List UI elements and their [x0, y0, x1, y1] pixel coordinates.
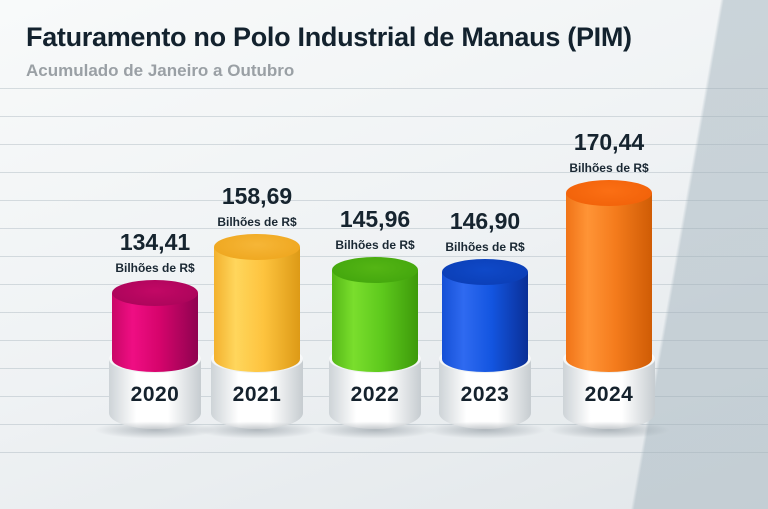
bar-value: 134,41: [119, 229, 191, 255]
pedestal-shadow: [422, 421, 548, 439]
chart-header: Faturamento no Polo Industrial de Manaus…: [26, 22, 632, 81]
chart-title: Faturamento no Polo Industrial de Manaus…: [26, 22, 632, 52]
pedestal-shadow: [92, 421, 218, 439]
bar-value: 146,90: [449, 208, 521, 234]
bar-value: 145,96: [339, 206, 411, 232]
bar-year: 2024: [584, 383, 634, 406]
bar-cylinder: [214, 234, 300, 372]
bar-2021: 158,69 Bilhões de R$ 2021: [194, 183, 320, 439]
chart-subtitle: Acumulado de Janeiro a Outubro: [26, 61, 295, 80]
bar-unit: Bilhões de R$: [217, 215, 297, 229]
bar-2024: 170,44 Bilhões de R$ 2024: [546, 129, 672, 439]
bar-label-group: 145,96 Bilhões de R$: [335, 206, 414, 252]
bar-2023: 146,90 Bilhões de R$ 2023: [422, 208, 548, 439]
bar-unit: Bilhões de R$: [445, 240, 525, 254]
bar-year: 2020: [130, 383, 180, 406]
cylinder-top-ellipse: [442, 259, 528, 285]
bar-unit: Bilhões de R$: [569, 161, 649, 175]
cylinder-top-ellipse: [112, 280, 198, 306]
bar-cylinder: [332, 257, 418, 372]
bar-label-group: 158,69 Bilhões de R$: [217, 183, 296, 229]
bar-unit: Bilhões de R$: [335, 238, 415, 252]
pedestal-shadow: [312, 421, 438, 439]
pedestal-shadow: [194, 421, 320, 439]
bar-2020: 134,41 Bilhões de R$ 2020: [92, 229, 218, 439]
pedestal-shadow: [546, 421, 672, 439]
bar-value: 170,44: [573, 129, 645, 155]
bar-cylinder: [112, 280, 198, 372]
bar-year: 2021: [232, 383, 282, 406]
cylinder-top-ellipse: [566, 180, 652, 206]
bar-cylinder: [442, 259, 528, 372]
cylinder-top-ellipse: [332, 257, 418, 283]
bar-label-group: 134,41 Bilhões de R$: [115, 229, 194, 275]
bar-label-group: 146,90 Bilhões de R$: [445, 208, 524, 254]
bar-unit: Bilhões de R$: [115, 261, 195, 275]
bar-year: 2023: [460, 383, 510, 406]
cylinder-top-ellipse: [214, 234, 300, 260]
bar-2022: 145,96 Bilhões de R$ 2022: [312, 206, 438, 439]
bar-label-group: 170,44 Bilhões de R$: [569, 129, 648, 175]
bar-cylinder: [566, 180, 652, 372]
bar-year: 2022: [350, 383, 400, 406]
bar-value: 158,69: [221, 183, 293, 209]
